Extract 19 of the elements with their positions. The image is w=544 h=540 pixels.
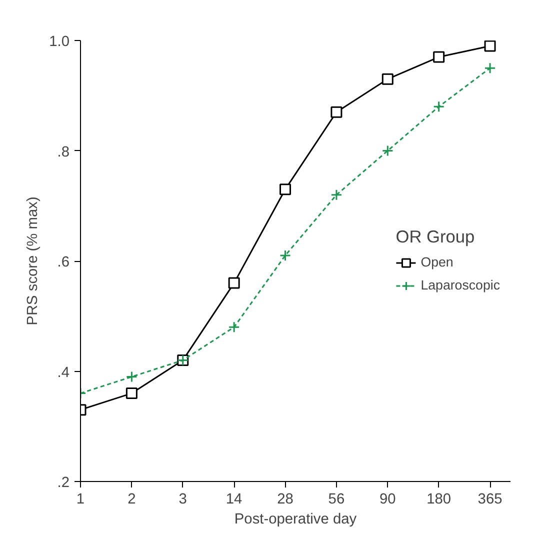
y-tick-label: .2 <box>57 475 70 491</box>
x-tick-label: 28 <box>277 492 294 508</box>
legend-label: Laparoscopic <box>420 278 500 292</box>
x-tick-label: 3 <box>178 492 187 508</box>
x-tick-label: 180 <box>426 492 452 508</box>
x-tick-label: 56 <box>328 492 345 508</box>
x-tick-label: 1 <box>76 492 85 508</box>
y-tick-label: .6 <box>57 254 70 270</box>
y-tick-label: 1.0 <box>49 34 70 50</box>
x-tick-label: 90 <box>379 492 396 508</box>
x-tick-label: 14 <box>226 492 242 508</box>
y-axis-title: PRS score (% max) <box>25 196 42 326</box>
x-tick-label: 365 <box>478 492 502 508</box>
legend-label: Open <box>420 254 454 270</box>
y-tick-label: .8 <box>57 144 70 160</box>
x-axis-title: Post-operative day <box>234 512 358 528</box>
y-tick-label: .4 <box>57 364 70 381</box>
legend-title: OR Group <box>396 226 476 247</box>
x-tick-label: 2 <box>128 492 136 508</box>
